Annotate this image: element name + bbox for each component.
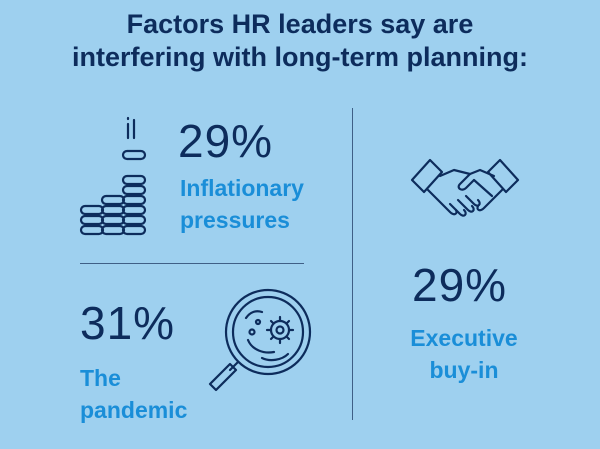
stat-executive-value: 29% <box>412 259 508 311</box>
label-executive-line-2: buy-in <box>429 357 499 383</box>
vertical-divider <box>352 108 353 420</box>
label-pandemic-line-2: pandemic <box>80 397 188 423</box>
handshake-icon <box>410 158 520 217</box>
label-inflation-line-2: pressures <box>180 207 290 233</box>
label-inflation: Inflationary pressures <box>180 172 304 236</box>
label-executive-line-1: Executive <box>410 325 518 351</box>
stat-inflation-value: 29% <box>178 115 274 167</box>
label-inflation-line-1: Inflationary <box>180 175 304 201</box>
title-line-1: Factors HR leaders say are <box>126 9 474 39</box>
stat-pandemic-value: 31% <box>80 297 176 349</box>
coin-stack-icon <box>79 116 147 236</box>
label-executive: Executive buy-in <box>404 322 524 386</box>
label-pandemic: The pandemic <box>80 362 187 426</box>
page-title: Factors HR leaders say are interfering w… <box>0 8 600 74</box>
horizontal-divider <box>80 263 304 264</box>
virus-magnifier-icon <box>208 288 312 392</box>
label-pandemic-line-1: The <box>80 365 121 391</box>
title-line-2: interfering with long-term planning: <box>72 42 528 72</box>
